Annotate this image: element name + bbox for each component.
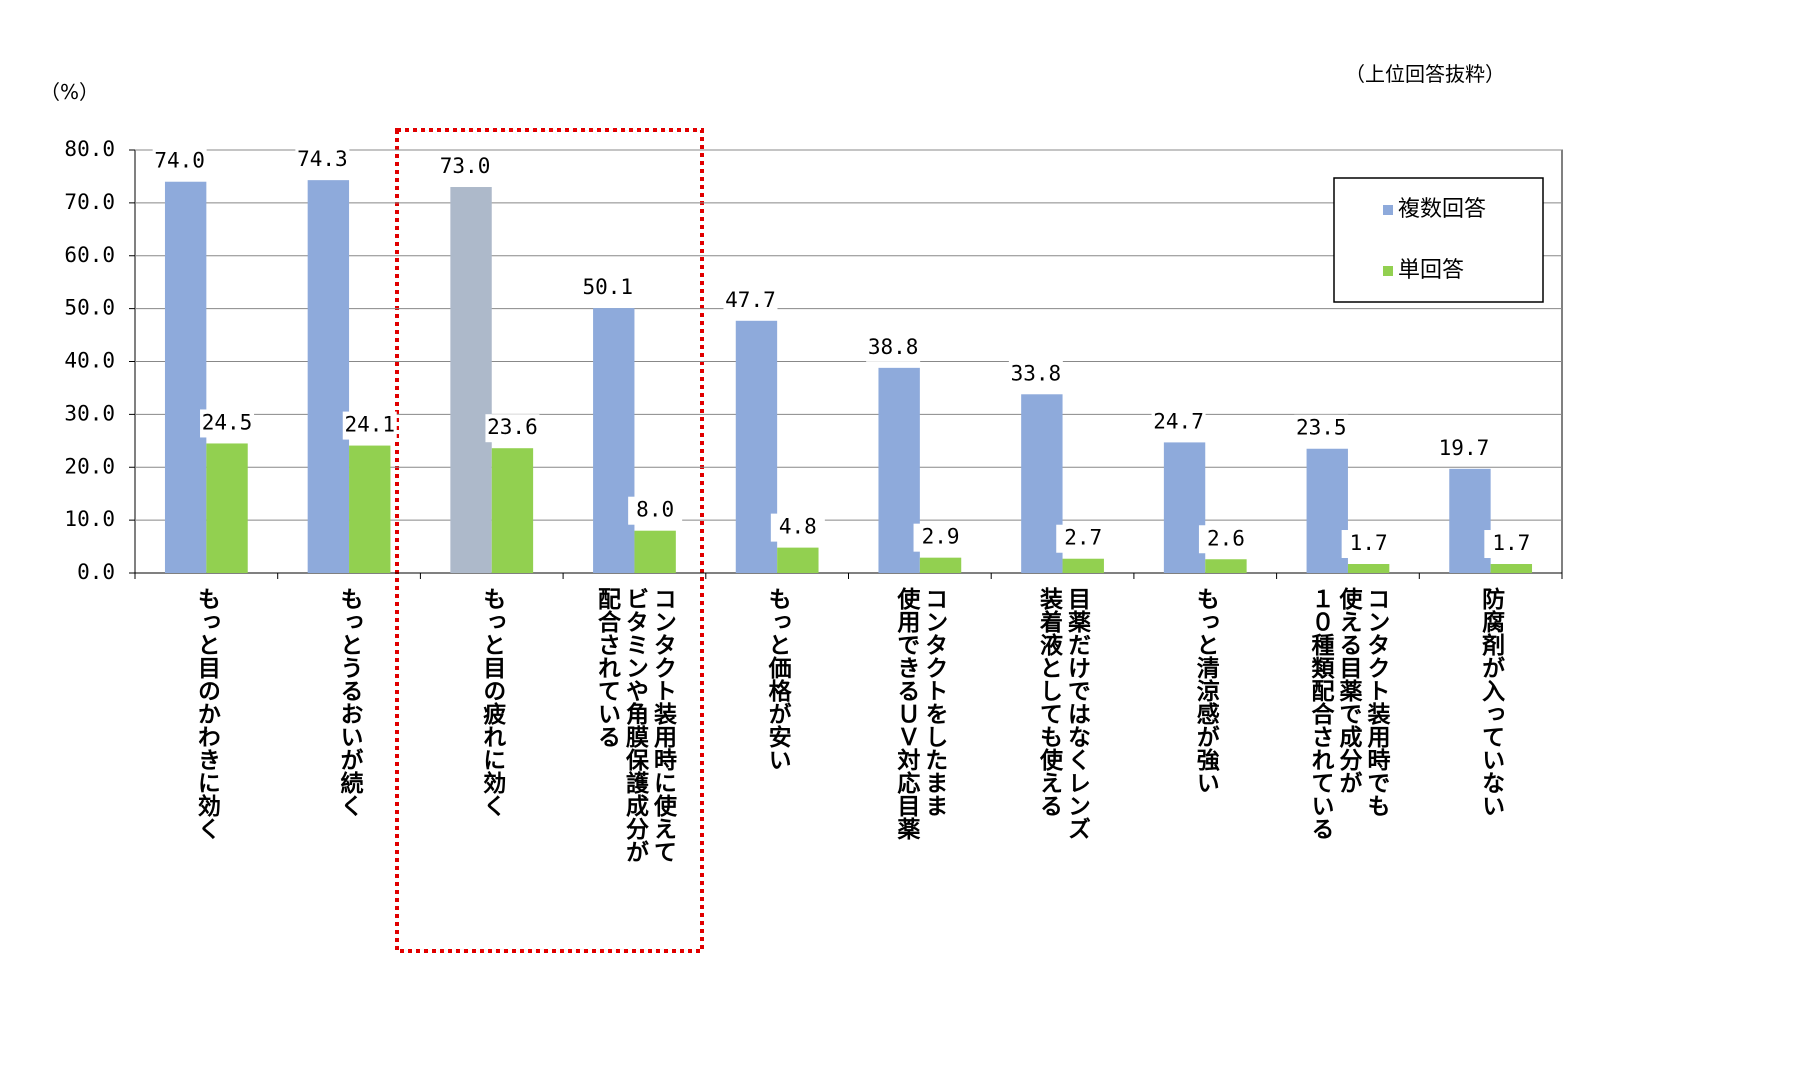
y-tick-label: 40.0 xyxy=(64,349,115,373)
legend-label: 単回答 xyxy=(1398,258,1464,283)
x-tick-label: もっとうるおいが続く xyxy=(336,587,363,817)
label-bg xyxy=(770,513,825,542)
y-tick-label: 70.0 xyxy=(64,190,115,214)
value-label: 47.7 xyxy=(725,288,776,312)
y-tick-label: 80.0 xyxy=(64,137,115,161)
bar xyxy=(878,367,920,573)
highlight-box xyxy=(395,128,704,953)
bar xyxy=(1449,468,1491,573)
bar xyxy=(777,547,819,573)
y-tick-label: 30.0 xyxy=(64,401,115,425)
label-bg xyxy=(1056,524,1111,553)
value-label: 2.7 xyxy=(1064,526,1102,550)
x-tick-label: もっと価格が安い xyxy=(764,587,791,771)
bar xyxy=(1062,558,1104,573)
bar xyxy=(735,320,778,573)
value-label: 4.8 xyxy=(779,515,817,539)
value-label: 1.7 xyxy=(1492,531,1530,555)
bar xyxy=(1021,394,1063,573)
label-bg xyxy=(1294,414,1349,443)
label-bg xyxy=(913,523,968,552)
bar xyxy=(1347,564,1390,573)
value-label: 8.0 xyxy=(636,498,674,522)
bar xyxy=(1163,442,1206,573)
value-label: 1.7 xyxy=(1350,531,1388,555)
bar xyxy=(593,308,635,573)
x-tick-label: 防腐剤が入っていない xyxy=(1477,587,1504,817)
label-bg xyxy=(580,274,635,303)
label-bg xyxy=(485,414,540,443)
label-bg xyxy=(1484,530,1539,559)
value-label: 33.8 xyxy=(1011,361,1062,385)
value-label: 19.7 xyxy=(1439,436,1490,460)
x-tick-label: コンタクトをしたまま 使用できるＵＶ対応目薬 xyxy=(892,587,947,840)
y-tick-label: 10.0 xyxy=(64,507,115,531)
x-tick-label: コンタクト装用時でも 使える目薬で成分が １０種類配合されている xyxy=(1306,587,1389,840)
value-label: 73.0 xyxy=(440,154,491,178)
value-label: 24.1 xyxy=(344,413,395,437)
label-bg xyxy=(152,147,207,176)
legend-label: 複数回答 xyxy=(1398,197,1486,222)
bar xyxy=(349,445,391,573)
label-bg xyxy=(438,153,493,182)
label-bg xyxy=(1008,360,1063,389)
value-label: 23.5 xyxy=(1296,416,1347,440)
legend-box xyxy=(1333,177,1544,303)
x-tick-label: 目薬だけではなくレンズ 装着液としても使える xyxy=(1035,587,1090,840)
label-bg xyxy=(295,146,350,175)
value-label: 74.0 xyxy=(154,149,205,173)
label-bg xyxy=(1341,530,1396,559)
x-tick-label: コンタクト装用時に使えて ビタミンや角膜保護成分が 配合されている xyxy=(593,587,676,863)
x-tick-label: もっと清涼感が強い xyxy=(1192,587,1219,794)
bar xyxy=(450,187,492,573)
label-bg xyxy=(1151,408,1206,437)
x-tick-label: もっと目の疲れに効く xyxy=(478,587,505,817)
value-label: 2.9 xyxy=(922,525,960,549)
bar xyxy=(307,180,350,574)
label-bg xyxy=(200,409,255,438)
value-label: 50.1 xyxy=(582,275,633,299)
bar xyxy=(206,443,248,573)
bar xyxy=(1306,448,1348,573)
bar xyxy=(491,448,534,573)
value-label: 24.5 xyxy=(202,410,253,434)
value-label: 38.8 xyxy=(868,335,919,359)
bar xyxy=(634,530,676,573)
subtitle: （上位回答抜粋） xyxy=(1345,62,1505,86)
label-bg xyxy=(1436,434,1491,463)
y-tick-label: 50.0 xyxy=(64,296,115,320)
unit-note: （%） xyxy=(40,80,100,104)
x-tick-label: もっと目のかわきに効く xyxy=(193,587,220,840)
value-label: 23.6 xyxy=(487,415,538,439)
bar xyxy=(164,181,207,573)
value-label: 2.6 xyxy=(1207,526,1245,550)
bar xyxy=(919,557,962,573)
label-bg xyxy=(628,496,683,525)
label-bg xyxy=(1198,525,1253,554)
label-bg xyxy=(866,333,921,362)
y-tick-label: 0.0 xyxy=(77,560,115,584)
legend-swatch xyxy=(1383,205,1393,215)
bar xyxy=(1490,564,1533,573)
label-bg xyxy=(342,411,397,440)
y-tick-label: 60.0 xyxy=(64,243,115,267)
value-label: 74.3 xyxy=(297,147,348,171)
value-label: 24.7 xyxy=(1153,409,1204,433)
legend-swatch xyxy=(1383,266,1393,276)
y-tick-label: 20.0 xyxy=(64,454,115,478)
bar xyxy=(1205,559,1247,573)
label-bg xyxy=(723,286,778,315)
